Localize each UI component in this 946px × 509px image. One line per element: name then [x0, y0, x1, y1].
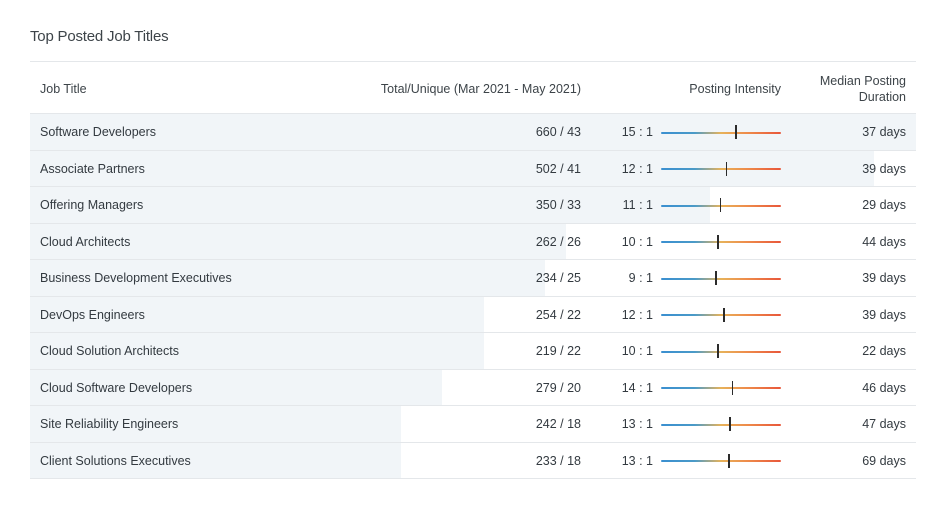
- intensity-ratio-cell: 13 : 1: [621, 417, 653, 431]
- job-title-cell: Software Developers: [40, 125, 157, 139]
- job-title-cell: Offering Managers: [40, 198, 144, 212]
- intensity-gradient-bar: [661, 314, 781, 316]
- intensity-marker: [715, 271, 717, 285]
- intensity-ratio-cell: 14 : 1: [621, 380, 653, 395]
- total-unique-cell: 219 / 22: [535, 344, 581, 358]
- median-duration-cell: 47 days: [862, 417, 906, 431]
- job-title-cell: Cloud Solution Architects: [40, 344, 179, 358]
- intensity-ratio-cell: 12 : 1: [621, 307, 653, 322]
- median-duration-cell: 39 days: [862, 271, 906, 285]
- total-unique-cell: 279 / 20: [535, 380, 581, 395]
- row-share-bar: [30, 406, 402, 442]
- intensity-gradient-bar: [661, 168, 781, 170]
- header-median-duration-line2: Duration: [858, 90, 906, 104]
- row-share-bar: [30, 296, 484, 332]
- median-duration-cell: 22 days: [862, 344, 906, 358]
- header-posting-intensity[interactable]: Posting Intensity: [689, 82, 781, 96]
- table-row[interactable]: Client Solutions Executives 233 / 18 13 : …: [30, 442, 916, 479]
- header-median-duration-line1: Median Posting: [819, 74, 906, 88]
- total-unique-cell: 502 / 41: [535, 161, 581, 176]
- table-body: Software Developers 660 / 43 15 : 1 37 days…: [30, 114, 916, 479]
- job-title-cell: Client Solutions Executives: [40, 453, 191, 468]
- table-row[interactable]: Offering Managers 350 / 33 11 : 1 29 days: [30, 187, 916, 224]
- total-unique-cell: 233 / 18: [535, 453, 581, 468]
- total-unique-cell: 254 / 22: [535, 307, 581, 322]
- intensity-marker: [735, 125, 737, 139]
- header-job-title[interactable]: Job Title: [40, 82, 87, 96]
- table-header: Job Title Total/Unique (Mar 2021 - May 2…: [30, 62, 916, 114]
- intensity-ratio-cell: 13 : 1: [621, 453, 653, 468]
- intensity-ratio-cell: 10 : 1: [621, 344, 653, 358]
- row-share-bar: [30, 114, 916, 150]
- job-title-cell: Cloud Software Developers: [40, 380, 193, 395]
- job-title-cell: Site Reliability Engineers: [40, 417, 179, 431]
- intensity-marker: [719, 198, 722, 212]
- table-row[interactable]: Cloud Architects 262 / 26 10 : 1 44 days: [30, 223, 916, 260]
- total-unique-cell: 234 / 25: [535, 271, 581, 285]
- header-median-duration[interactable]: Median Posting Duration: [820, 73, 906, 105]
- row-share-bar: [30, 223, 567, 259]
- table-row[interactable]: DevOps Engineers 254 / 22 12 : 1 39 days: [30, 296, 916, 333]
- job-title-cell: DevOps Engineers: [40, 307, 145, 322]
- row-share-bar: [30, 260, 545, 296]
- intensity-gradient-bar: [661, 277, 781, 280]
- intensity-ratio-cell: 15 : 1: [621, 125, 653, 139]
- intensity-marker: [728, 453, 730, 468]
- median-duration-cell: 69 days: [862, 453, 906, 468]
- intensity-gradient-bar: [661, 131, 781, 134]
- intensity-marker: [729, 417, 731, 431]
- median-duration-cell: 37 days: [862, 125, 906, 139]
- intensity-ratio-cell: 9 : 1: [628, 271, 653, 285]
- intensity-gradient-bar: [661, 387, 781, 389]
- total-unique-cell: 242 / 18: [535, 417, 581, 431]
- intensity-gradient-bar: [661, 350, 781, 353]
- intensity-marker: [731, 380, 734, 395]
- row-share-bar: [30, 333, 484, 369]
- median-duration-cell: 46 days: [862, 380, 906, 395]
- table-row[interactable]: Associate Partners 502 / 41 12 : 1 39 days: [30, 150, 916, 187]
- intensity-marker: [725, 161, 728, 176]
- page-title: Top Posted Job Titles: [30, 28, 169, 45]
- job-title-cell: Business Development Executives: [40, 271, 232, 285]
- header-total-unique[interactable]: Total/Unique (Mar 2021 - May 2021): [380, 82, 581, 96]
- median-duration-cell: 39 days: [862, 161, 906, 176]
- row-share-bar: [30, 442, 402, 478]
- intensity-marker: [717, 234, 719, 249]
- total-unique-cell: 350 / 33: [535, 198, 581, 212]
- median-duration-cell: 29 days: [862, 198, 906, 212]
- table-row[interactable]: Business Development Executives 234 / 25 9…: [30, 260, 916, 297]
- intensity-ratio-cell: 10 : 1: [621, 234, 653, 249]
- row-share-bar: [30, 187, 710, 223]
- job-title-cell: Cloud Architects: [40, 234, 131, 249]
- intensity-marker: [723, 307, 725, 322]
- intensity-gradient-bar: [661, 460, 781, 462]
- intensity-gradient-bar: [661, 423, 781, 426]
- table-row[interactable]: Cloud Solution Architects 219 / 22 10 : 1 2…: [30, 333, 916, 370]
- intensity-marker: [717, 344, 719, 358]
- row-share-bar: [30, 369, 442, 405]
- intensity-gradient-bar: [661, 241, 781, 243]
- intensity-ratio-cell: 11 : 1: [622, 198, 653, 212]
- total-unique-cell: 660 / 43: [535, 125, 581, 139]
- intensity-ratio-cell: 12 : 1: [621, 161, 653, 176]
- table-row[interactable]: Cloud Software Developers 279 / 20 14 : 1 4…: [30, 369, 916, 406]
- median-duration-cell: 39 days: [862, 307, 906, 322]
- median-duration-cell: 44 days: [862, 234, 906, 249]
- table-row[interactable]: Site Reliability Engineers 242 / 18 13 : 1…: [30, 406, 916, 443]
- job-title-cell: Associate Partners: [40, 161, 145, 176]
- job-titles-table: Job Title Total/Unique (Mar 2021 - May 2…: [30, 61, 916, 479]
- table-row[interactable]: Software Developers 660 / 43 15 : 1 37 days: [30, 114, 916, 151]
- total-unique-cell: 262 / 26: [535, 234, 581, 249]
